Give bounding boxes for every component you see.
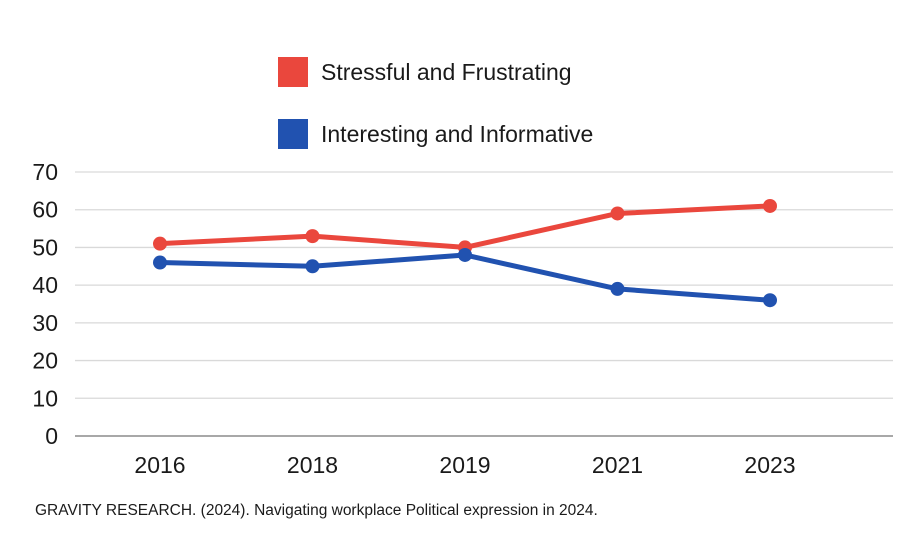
x-tick-label: 2016 [134,452,185,478]
legend-label-stressful: Stressful and Frustrating [321,59,572,85]
data-point [763,198,777,213]
data-point [610,281,625,296]
data-point [305,229,320,244]
y-tick-label: 70 [32,159,58,185]
legend-item-stressful: Stressful and Frustrating [278,57,593,87]
legend-swatch-red-icon [278,57,308,87]
y-tick-label: 40 [32,272,58,298]
legend-swatch-blue-icon [278,119,308,149]
y-tick-label: 50 [32,234,58,260]
data-point [763,293,777,308]
legend-item-interesting: Interesting and Informative [278,119,593,149]
data-point [610,206,625,221]
x-tick-label: 2018 [287,452,338,478]
y-tick-label: 10 [32,385,58,411]
x-tick-label: 2021 [592,452,643,478]
source-caption: GRAVITY RESEARCH. (2024). Navigating wor… [35,502,598,519]
data-point [153,236,167,251]
y-tick-label: 60 [32,197,58,223]
y-tick-label: 30 [32,310,58,336]
x-tick-label: 2019 [439,452,490,478]
y-tick-label: 0 [45,423,58,449]
data-point [153,255,167,270]
y-tick-label: 20 [32,348,58,374]
chart-legend: Stressful and Frustrating Interesting an… [278,57,593,149]
data-point [458,247,472,262]
legend-label-interesting: Interesting and Informative [321,121,594,147]
x-tick-label: 2023 [744,452,795,478]
data-point [305,259,320,274]
